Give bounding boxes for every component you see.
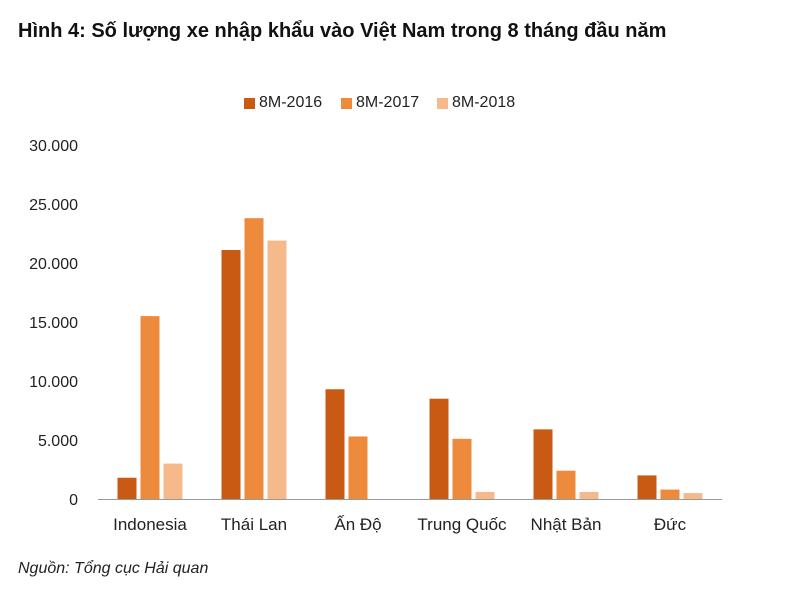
bar-thai-lan-8m-2016 <box>221 250 241 499</box>
bar-duc-8m-2018 <box>683 493 703 499</box>
y-tick-label: 30.000 <box>29 138 78 155</box>
bar-an-do-8m-2017 <box>348 436 368 499</box>
legend-item-8m-2017: 8M-2017 <box>341 94 419 112</box>
bar-trung-quoc-8m-2016 <box>429 398 449 499</box>
x-tick-label-indonesia: Indonesia <box>113 515 187 534</box>
bar-indonesia-8m-2016 <box>117 477 137 499</box>
y-tick-label: 0 <box>69 492 78 509</box>
chart-title: Hình 4: Số lượng xe nhập khẩu vào Việt N… <box>18 20 667 42</box>
source-note: Nguồn: Tổng cục Hải quan <box>18 560 209 577</box>
bar-duc-8m-2017 <box>660 489 680 499</box>
legend: 8M-2016 8M-2017 8M-2018 <box>0 94 800 116</box>
y-tick-label: 25.000 <box>29 197 78 214</box>
bar-thai-lan-8m-2018 <box>267 240 287 499</box>
bar-indonesia-8m-2018 <box>163 463 183 499</box>
legend-item-8m-2018: 8M-2018 <box>437 94 515 112</box>
bar-nhat-ban-8m-2016 <box>533 429 553 499</box>
y-tick-label: 10.000 <box>29 374 78 391</box>
bar-indonesia-8m-2017 <box>140 316 160 499</box>
x-tick-label-duc: Đức <box>654 515 687 534</box>
bar-duc-8m-2016 <box>637 475 657 499</box>
legend-swatch-8m-2018 <box>437 97 448 109</box>
bar-nhat-ban-8m-2017 <box>556 470 576 499</box>
y-tick-label: 15.000 <box>29 315 78 332</box>
legend-label-8m-2018: 8M-2018 <box>452 94 516 111</box>
x-tick-label-thai-lan: Thái Lan <box>221 515 287 534</box>
bar-thai-lan-8m-2017 <box>244 218 264 499</box>
y-tick-label: 20.000 <box>29 256 78 273</box>
bar-trung-quoc-8m-2017 <box>452 438 472 499</box>
legend-label-8m-2017: 8M-2017 <box>356 94 420 111</box>
bar-trung-quoc-8m-2018 <box>475 491 495 499</box>
y-tick-label: 5.000 <box>38 433 78 450</box>
bar-nhat-ban-8m-2018 <box>579 491 599 499</box>
bar-an-do-8m-2016 <box>325 389 345 499</box>
x-tick-label-trung-quoc: Trung Quốc <box>417 515 507 534</box>
x-tick-label-nhat-ban: Nhật Bản <box>531 515 602 534</box>
legend-item-8m-2016: 8M-2016 <box>244 94 322 112</box>
legend-label-8m-2016: 8M-2016 <box>259 94 323 111</box>
x-tick-label-an-do: Ấn Độ <box>334 515 381 534</box>
legend-swatch-8m-2017 <box>341 97 352 109</box>
legend-swatch-8m-2016 <box>244 97 255 109</box>
